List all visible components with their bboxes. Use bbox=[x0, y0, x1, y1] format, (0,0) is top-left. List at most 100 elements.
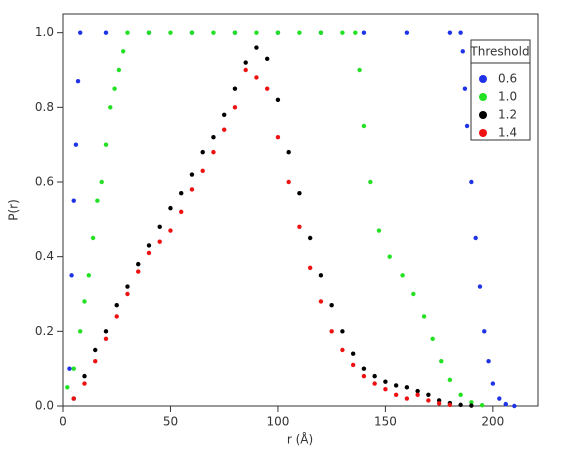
y-tick-label: 0.0 bbox=[35, 399, 54, 413]
point bbox=[368, 179, 373, 185]
point bbox=[264, 56, 270, 61]
point bbox=[469, 400, 474, 405]
point bbox=[120, 49, 126, 54]
x-tick-label: 200 bbox=[481, 415, 504, 429]
legend-label: 1.2 bbox=[498, 108, 517, 122]
legend-label: 1.0 bbox=[498, 90, 517, 104]
point bbox=[103, 30, 109, 35]
point bbox=[69, 273, 74, 278]
point bbox=[387, 254, 392, 259]
y-tick-label: 0.6 bbox=[35, 175, 54, 189]
point bbox=[482, 329, 487, 334]
legend-marker bbox=[479, 111, 487, 119]
legend-box bbox=[470, 39, 531, 141]
point bbox=[125, 284, 130, 289]
point bbox=[479, 403, 485, 408]
point bbox=[307, 265, 313, 271]
y-axis-label: P(r) bbox=[7, 199, 21, 221]
point bbox=[99, 179, 104, 185]
point bbox=[297, 30, 302, 35]
point bbox=[404, 396, 410, 401]
point bbox=[168, 30, 173, 35]
point bbox=[297, 224, 302, 229]
point bbox=[350, 351, 356, 356]
point bbox=[67, 366, 72, 371]
point bbox=[340, 329, 345, 334]
point bbox=[243, 60, 248, 65]
point bbox=[439, 359, 444, 364]
point bbox=[95, 198, 100, 203]
point bbox=[189, 30, 195, 35]
point bbox=[125, 291, 130, 297]
point bbox=[77, 329, 83, 334]
point bbox=[458, 392, 463, 397]
point bbox=[75, 79, 81, 84]
point bbox=[275, 97, 281, 103]
point bbox=[211, 149, 216, 155]
legend-marker bbox=[479, 129, 487, 137]
x-axis-label: r (Å) bbox=[287, 432, 313, 447]
point bbox=[114, 314, 119, 319]
point bbox=[71, 366, 76, 371]
x-tick-label: 0 bbox=[59, 415, 67, 429]
point bbox=[116, 67, 122, 73]
point bbox=[462, 86, 468, 91]
legend-marker bbox=[479, 75, 487, 83]
point bbox=[329, 329, 334, 334]
point bbox=[200, 168, 205, 173]
point bbox=[477, 284, 483, 289]
point bbox=[179, 191, 184, 196]
point bbox=[372, 381, 377, 386]
point bbox=[146, 30, 152, 35]
x-tick-label: 150 bbox=[374, 415, 397, 429]
point bbox=[350, 362, 356, 368]
point bbox=[157, 239, 162, 244]
point bbox=[232, 86, 238, 91]
point bbox=[490, 381, 496, 386]
point bbox=[136, 261, 141, 267]
point bbox=[318, 30, 324, 35]
point bbox=[426, 398, 431, 403]
point bbox=[157, 224, 162, 229]
point bbox=[361, 123, 367, 129]
point bbox=[469, 179, 474, 185]
point bbox=[469, 403, 474, 408]
point bbox=[93, 347, 98, 353]
point bbox=[254, 45, 259, 50]
point bbox=[73, 142, 79, 147]
point bbox=[71, 198, 76, 203]
point bbox=[318, 273, 324, 278]
point bbox=[189, 187, 195, 192]
point bbox=[221, 127, 227, 132]
point bbox=[200, 149, 205, 155]
plot-frame bbox=[62, 13, 539, 407]
point bbox=[146, 243, 152, 248]
point bbox=[340, 347, 345, 353]
point bbox=[243, 67, 248, 73]
point bbox=[286, 149, 291, 155]
y-tick-label: 1.0 bbox=[35, 25, 54, 39]
point bbox=[421, 314, 427, 319]
point bbox=[329, 303, 334, 308]
point bbox=[430, 336, 435, 341]
point bbox=[458, 402, 463, 408]
point bbox=[400, 273, 405, 278]
x-tick-label: 50 bbox=[163, 415, 178, 429]
point bbox=[275, 30, 281, 35]
y-tick-label: 0.8 bbox=[35, 100, 54, 114]
point bbox=[426, 392, 431, 397]
point bbox=[86, 273, 91, 278]
point bbox=[436, 401, 442, 406]
y-tick-label: 0.4 bbox=[35, 249, 54, 263]
legend-title: Threshold bbox=[469, 45, 529, 59]
point bbox=[464, 123, 470, 129]
point bbox=[404, 385, 410, 390]
point bbox=[108, 105, 113, 110]
point bbox=[286, 179, 291, 185]
point bbox=[168, 205, 173, 211]
point bbox=[90, 235, 96, 241]
point bbox=[503, 401, 508, 407]
point bbox=[103, 336, 109, 341]
point bbox=[211, 30, 216, 35]
